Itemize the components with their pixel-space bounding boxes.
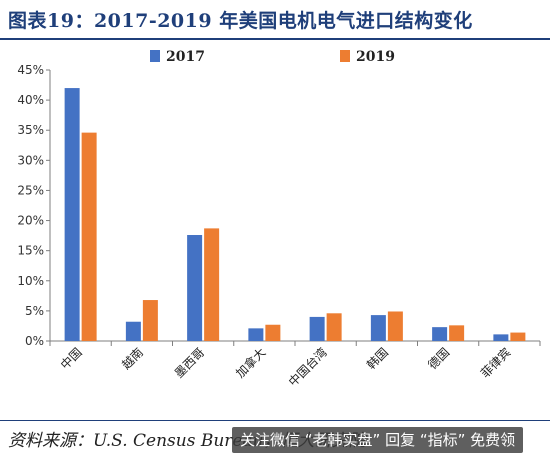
legend-label-2019: 2019 <box>356 49 395 65</box>
x-tick-label: 德国 <box>425 345 453 373</box>
bar-2019-2 <box>142 300 158 341</box>
bar-2017-2 <box>125 321 141 341</box>
bar-2017-6 <box>370 315 386 341</box>
y-tick-label: 25% <box>17 183 44 197</box>
y-tick-label: 0% <box>25 334 44 348</box>
source-divider <box>0 420 550 421</box>
x-tick-label: 中国台湾 <box>285 345 330 390</box>
y-tick-label: 20% <box>17 214 44 228</box>
bar-2017-3 <box>187 235 203 341</box>
y-tick-label: 30% <box>17 153 44 167</box>
legend-label-2017: 2017 <box>166 49 205 65</box>
bar-2019-3 <box>204 228 220 341</box>
x-axis-labels: 中国 越南 墨西哥 加拿大 中国台湾 韩国 德国 菲律宾 <box>57 345 513 390</box>
bars <box>64 88 526 341</box>
watermark-banner: 关注微信 “老韩实盘” 回复 “指标” 免费领 <box>232 427 524 453</box>
y-tick-label: 15% <box>17 244 44 258</box>
x-tick-label: 韩国 <box>363 345 391 373</box>
title-divider <box>0 38 550 40</box>
x-tick-label: 加拿大 <box>232 345 268 381</box>
bar-2019-5 <box>326 313 342 341</box>
bar-2019-7 <box>449 325 465 341</box>
bar-2019-8 <box>510 332 526 341</box>
bar-2017-7 <box>432 327 448 341</box>
legend-swatch-2019 <box>340 50 350 62</box>
x-tick-label: 越南 <box>118 345 146 373</box>
y-tick-label: 40% <box>17 93 44 107</box>
x-tick-label: 菲律宾 <box>477 345 513 381</box>
bar-2019-6 <box>387 311 403 341</box>
bar-2019-1 <box>81 132 97 341</box>
bar-2017-8 <box>493 334 509 341</box>
y-tick-label: 10% <box>17 274 44 288</box>
bar-chart: 2017 2019 0% 5% 10% 15% 20% 25% 30% 35% 40% 45% 中国… <box>17 49 541 390</box>
legend-swatch-2017 <box>150 50 160 62</box>
bar-2017-5 <box>309 316 325 341</box>
bar-2019-4 <box>265 324 281 341</box>
y-tick-label: 35% <box>17 123 44 137</box>
legend: 2017 2019 <box>150 49 395 65</box>
bar-2017-4 <box>248 328 264 341</box>
bar-2017-1 <box>64 88 80 341</box>
y-tick-label: 45% <box>17 63 44 77</box>
x-tick-label: 中国 <box>57 345 85 373</box>
chart-title: 图表19：2017-2019 年美国电机电气进口结构变化 <box>8 10 473 32</box>
y-tick-label: 5% <box>25 304 44 318</box>
x-tick-label: 墨西哥 <box>172 345 207 380</box>
